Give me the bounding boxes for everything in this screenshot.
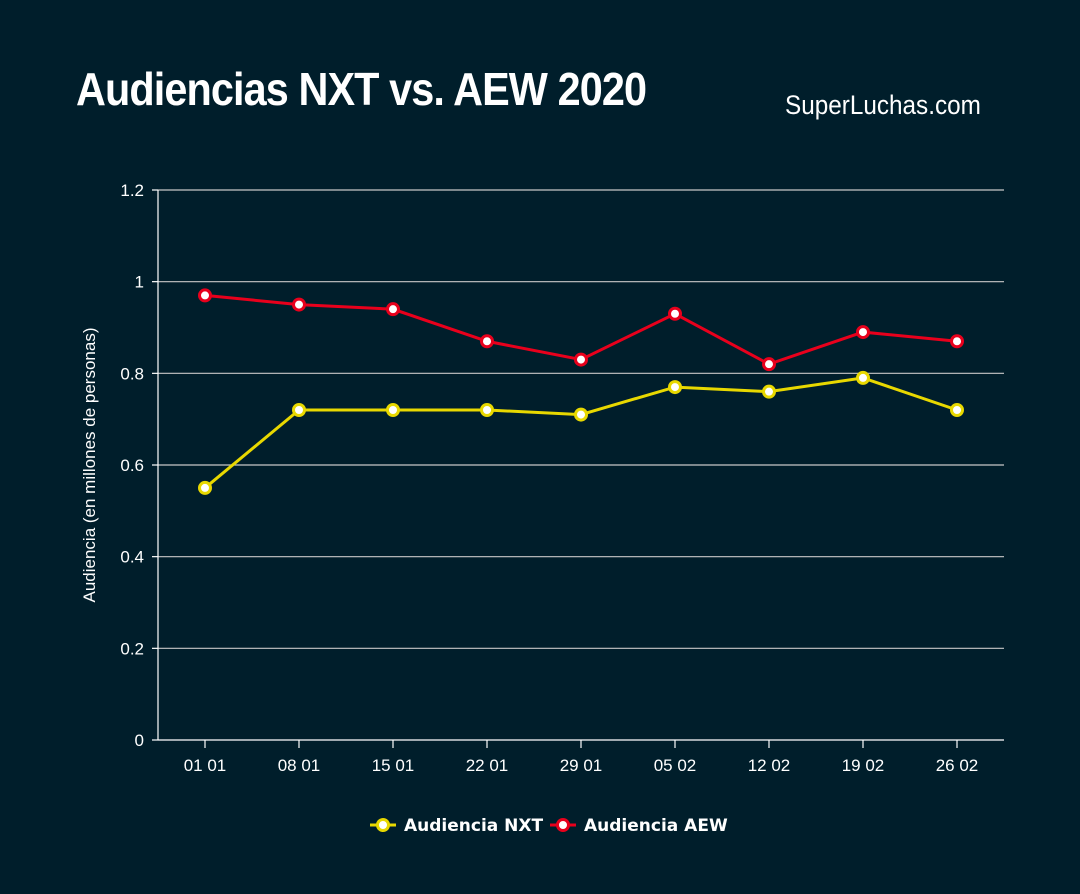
- data-point: [856, 370, 870, 385]
- data-point: [292, 403, 306, 417]
- x-tick-label: 26 02: [936, 756, 979, 775]
- x-tick-label: 08 01: [278, 756, 321, 775]
- x-tick-label: 15 01: [372, 756, 415, 775]
- x-tick-label: 01 01: [184, 756, 227, 775]
- data-point: [480, 334, 494, 349]
- y-tick-label: 0.6: [120, 456, 144, 475]
- x-tick-label: 19 02: [842, 756, 885, 775]
- legend-label: Audiencia NXT: [404, 816, 544, 836]
- data-point: [950, 334, 964, 349]
- data-point: [856, 325, 870, 340]
- data-point: [198, 288, 212, 303]
- data-point: [386, 403, 400, 417]
- brand-watermark: SuperLuchas.com: [785, 90, 981, 120]
- y-tick-label: 1.2: [120, 181, 144, 200]
- data-point: [574, 407, 588, 422]
- data-point: [950, 403, 964, 417]
- chart-title: Audiencias NXT vs. AEW 2020: [76, 63, 647, 115]
- y-tick-label: 0: [135, 731, 144, 750]
- data-point: [386, 302, 400, 317]
- data-point: [762, 357, 776, 372]
- data-point: [762, 384, 776, 399]
- legend-label: Audiencia AEW: [584, 816, 728, 836]
- data-point: [292, 297, 306, 312]
- y-tick-label: 0.8: [120, 364, 144, 383]
- series-line-0: [204, 376, 958, 490]
- x-tick-label: 22 01: [466, 756, 509, 775]
- y-axis-label: Audiencia (en millones de personas): [80, 328, 99, 603]
- y-tick-label: 1: [135, 273, 144, 292]
- legend-marker: [376, 818, 390, 832]
- data-point: [668, 380, 682, 395]
- data-point: [198, 480, 212, 495]
- legend-marker: [556, 818, 570, 832]
- data-point: [574, 352, 588, 367]
- data-point: [480, 403, 494, 417]
- x-tick-label: 12 02: [748, 756, 791, 775]
- x-tick-label: 29 01: [560, 756, 603, 775]
- y-tick-label: 0.4: [120, 548, 144, 567]
- x-tick-label: 05 02: [654, 756, 697, 775]
- y-tick-label: 0.2: [120, 639, 144, 658]
- data-point: [668, 306, 682, 321]
